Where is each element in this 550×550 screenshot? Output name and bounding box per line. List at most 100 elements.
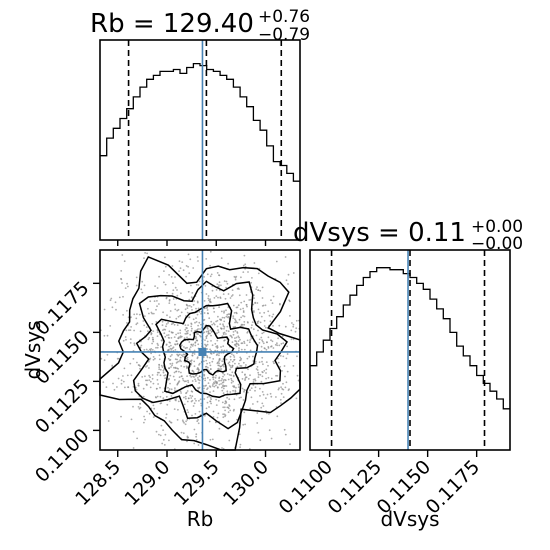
joint-sample-point — [215, 295, 217, 297]
joint-sample-point — [253, 379, 255, 381]
joint-sample-point — [153, 359, 155, 361]
joint-sample-point — [219, 366, 221, 368]
joint-sample-point — [146, 380, 148, 382]
joint-sample-point — [246, 304, 248, 306]
joint-sample-point — [243, 399, 245, 401]
joint-sample-point — [256, 335, 258, 337]
joint-sample-point — [143, 349, 145, 351]
joint-sample-point — [268, 377, 270, 379]
joint-sample-point — [125, 330, 127, 332]
joint-sample-point — [207, 298, 209, 300]
joint-sample-point — [177, 324, 179, 326]
joint-sample-point — [153, 405, 155, 407]
joint-sample-point — [253, 381, 255, 383]
joint-sample-point — [211, 361, 213, 363]
joint-sample-point — [151, 323, 153, 325]
joint-sample-point — [190, 346, 192, 348]
joint-sample-point — [225, 402, 227, 404]
joint-sample-point — [194, 429, 196, 431]
joint-sample-point — [170, 355, 172, 357]
joint-sample-point — [186, 337, 188, 339]
joint-sample-point — [231, 371, 233, 373]
joint-sample-point — [243, 362, 245, 364]
joint-sample-point — [248, 378, 250, 380]
joint-sample-point — [165, 266, 167, 268]
joint-sample-point — [197, 301, 199, 303]
joint-sample-point — [168, 274, 170, 276]
joint-sample-point — [155, 309, 157, 311]
joint-sample-point — [171, 388, 173, 390]
joint-sample-point — [247, 368, 249, 370]
joint-sample-point — [189, 316, 191, 318]
joint-sample-point — [157, 379, 159, 381]
joint-sample-point — [270, 393, 272, 395]
joint-sample-point — [261, 381, 263, 383]
rb-x-tick-label-1: 129.0 — [121, 456, 175, 510]
joint-sample-point — [185, 308, 187, 310]
joint-sample-point — [293, 365, 295, 367]
joint-sample-point — [204, 344, 206, 346]
joint-sample-point — [162, 429, 164, 431]
joint-sample-point — [123, 381, 125, 383]
joint-sample-point — [273, 296, 275, 298]
joint-sample-point — [183, 354, 185, 356]
joint-sample-point — [224, 339, 226, 341]
joint-sample-point — [270, 320, 272, 322]
joint-sample-point — [257, 401, 259, 403]
joint-sample-point — [186, 347, 188, 349]
joint-sample-point — [163, 332, 165, 334]
joint-sample-point — [136, 438, 138, 440]
joint-sample-point — [209, 349, 211, 351]
joint-sample-point — [146, 411, 148, 413]
joint-sample-point — [236, 313, 238, 315]
joint-sample-point — [254, 302, 256, 304]
joint-sample-point — [160, 369, 162, 371]
joint-sample-point — [215, 399, 217, 401]
dvsys-x-tick-label-1: 0.1125 — [324, 456, 387, 519]
joint-sample-point — [124, 387, 126, 389]
joint-sample-point — [276, 415, 278, 417]
joint-sample-point — [143, 388, 145, 390]
joint-sample-point — [171, 354, 173, 356]
joint-sample-point — [195, 433, 197, 435]
joint-sample-point — [180, 392, 182, 394]
joint-sample-point — [165, 417, 167, 419]
joint-sample-point — [217, 297, 219, 299]
joint-sample-point — [115, 309, 117, 311]
joint-sample-point — [188, 341, 190, 343]
joint-sample-point — [160, 435, 162, 437]
joint-sample-point — [241, 324, 243, 326]
joint-sample-point — [120, 416, 122, 418]
joint-sample-point — [161, 340, 163, 342]
joint-sample-point — [157, 335, 159, 337]
x-axis-label-rb: Rb — [187, 507, 214, 531]
joint-sample-point — [262, 297, 264, 299]
joint-sample-point — [234, 312, 236, 314]
joint-sample-point — [186, 304, 188, 306]
joint-sample-point — [194, 379, 196, 381]
joint-sample-point — [205, 285, 207, 287]
joint-sample-point — [162, 397, 164, 399]
joint-sample-point — [239, 319, 241, 321]
joint-sample-point — [132, 406, 134, 408]
joint-sample-point — [203, 276, 205, 278]
joint-sample-point — [260, 407, 262, 409]
joint-sample-point — [232, 294, 234, 296]
joint-sample-point — [174, 387, 176, 389]
joint-sample-point — [223, 325, 225, 327]
joint-sample-point — [280, 355, 282, 357]
joint-sample-point — [240, 444, 242, 446]
joint-sample-point — [191, 296, 193, 298]
joint-sample-point — [220, 380, 222, 382]
joint-sample-point — [129, 363, 131, 365]
joint-sample-point — [216, 340, 218, 342]
joint-sample-point — [262, 287, 264, 289]
joint-sample-point — [211, 324, 213, 326]
joint-sample-point — [127, 375, 129, 377]
joint-sample-point — [229, 369, 231, 371]
joint-sample-point — [207, 402, 209, 404]
joint-sample-point — [193, 371, 195, 373]
joint-sample-point — [208, 317, 210, 319]
joint-sample-point — [233, 356, 235, 358]
joint-sample-point — [233, 334, 235, 336]
